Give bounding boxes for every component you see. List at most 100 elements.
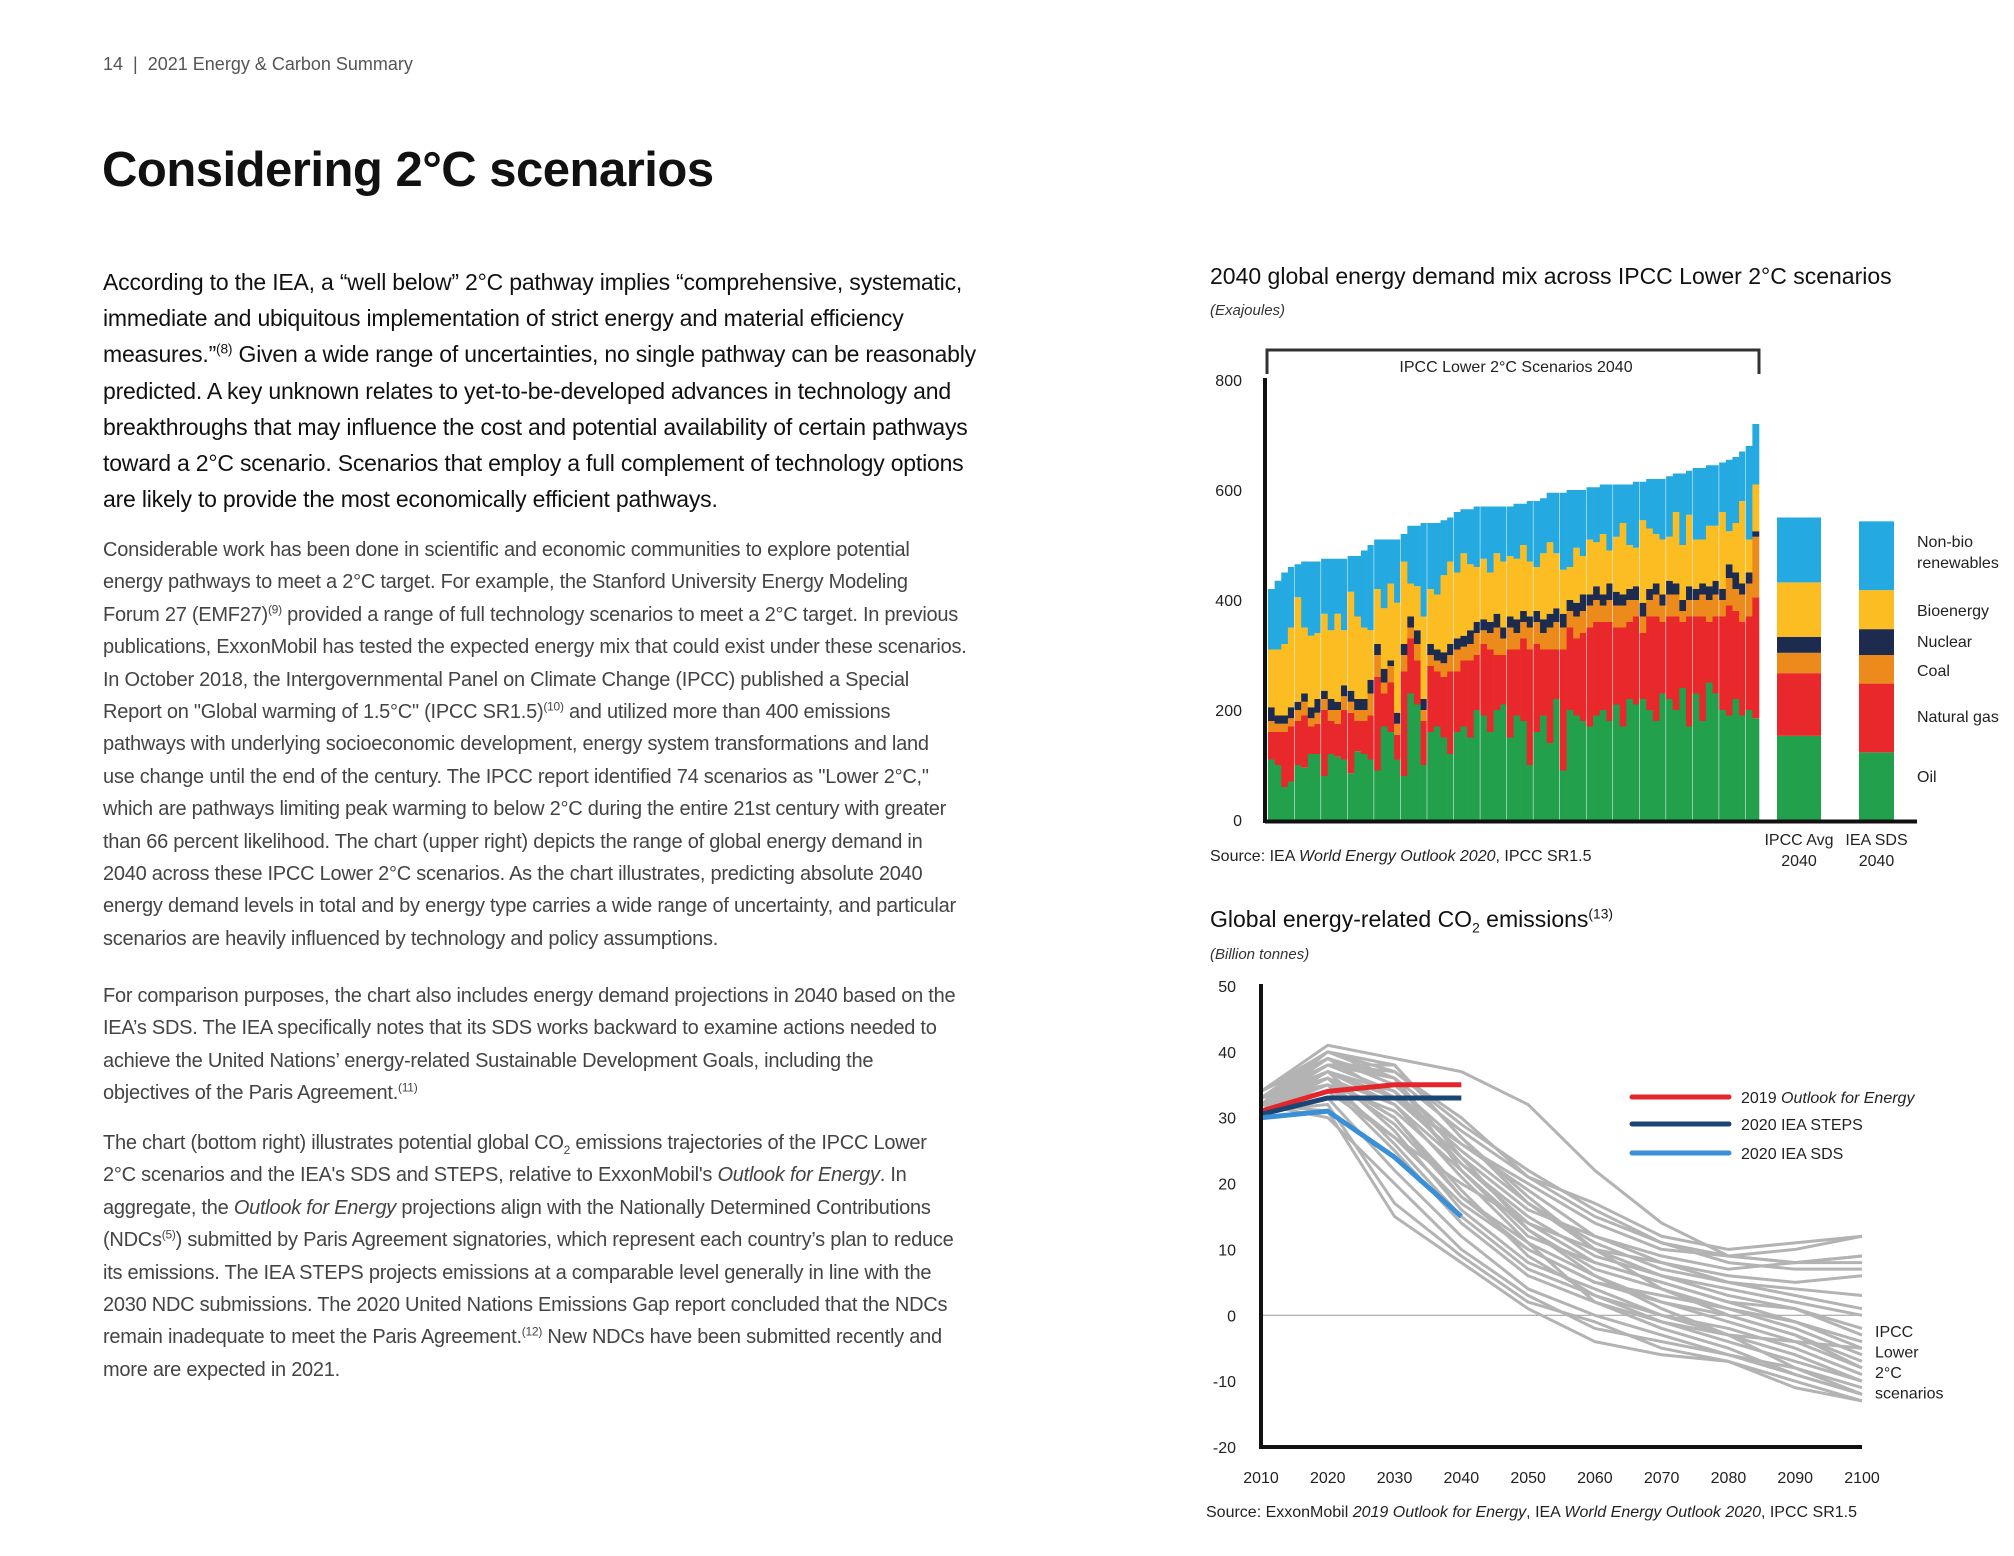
bar-segment-non-bio-renewables [1586, 487, 1594, 540]
bar-segment-nuclear [1739, 583, 1747, 595]
bar-segment-non-bio-renewables [1460, 509, 1468, 554]
bar-segment-natural-gas [1513, 649, 1521, 716]
paragraph-line: use change until the end of the century.… [103, 761, 967, 793]
bar-segment-coal [1659, 605, 1667, 622]
text-run: Source: IEA [1210, 848, 1299, 865]
bar-segment-non-bio-renewables [1440, 520, 1448, 576]
bar-segment-coal [1400, 655, 1408, 672]
y-tick-label: 200 [1215, 703, 1242, 720]
bar-segment-nuclear [1652, 583, 1660, 595]
bar-segment-bioenergy [1652, 534, 1660, 584]
bar-segment-bioenergy [1374, 589, 1382, 644]
text-run: energy demand levels in total and by ene… [103, 895, 956, 918]
bar-segment-coal [1719, 600, 1727, 617]
bar-segment-natural-gas [1460, 660, 1468, 727]
bar-segment-coal [1579, 611, 1587, 633]
text-run: (NDCs [103, 1229, 162, 1252]
scenario-bar [1739, 451, 1747, 820]
paragraph-line: Report on "Global warming of 1.5°C" (IPC… [103, 696, 967, 728]
bar-segment-oil [1440, 737, 1448, 820]
bar-segment-natural-gas [1573, 638, 1581, 716]
body-paragraph: The chart (bottom right) illustrates pot… [103, 1127, 954, 1386]
bracket-label: IPCC Lower 2°C Scenarios 2040 [1399, 359, 1632, 376]
bar-segment-bioenergy [1520, 545, 1528, 611]
bar-segment-nuclear [1692, 589, 1700, 600]
bar-segment-oil [1354, 751, 1362, 820]
bar-segment [1777, 517, 1821, 583]
scenario-bar [1533, 501, 1541, 820]
bar-segment-bioenergy [1314, 633, 1322, 699]
bar-segment-nuclear [1460, 635, 1468, 647]
bar-segment-nuclear [1340, 685, 1348, 697]
bar-segment-coal [1360, 710, 1368, 721]
bar-segment-coal [1387, 666, 1395, 683]
bar-segment-oil [1301, 767, 1309, 820]
scenario-bar [1752, 424, 1760, 820]
bar-segment-coal [1394, 723, 1402, 735]
bar-segment-nuclear [1420, 699, 1428, 710]
bar-segment-non-bio-renewables [1606, 484, 1614, 551]
bar-segment-natural-gas [1473, 655, 1481, 710]
text-run: aggregate, the [103, 1196, 234, 1219]
bar-segment-coal [1639, 616, 1647, 633]
bar-segment-natural-gas [1752, 597, 1760, 719]
bar-segment-nuclear [1632, 586, 1640, 600]
bar-segment-natural-gas [1387, 682, 1395, 732]
bar-segment-non-bio-renewables [1559, 492, 1567, 570]
bar-segment-oil [1566, 710, 1574, 820]
x-tick-label: 2040 [1444, 1470, 1480, 1487]
scenario-bar [1540, 498, 1547, 820]
bar-segment-nuclear [1553, 608, 1561, 622]
bar-segment-oil [1652, 721, 1660, 820]
bar-segment-oil [1347, 773, 1355, 820]
bar-segment-oil [1646, 710, 1654, 820]
emissions-chart-title: Global energy-related CO2 emissions(13) [1210, 906, 1613, 935]
bar-segment-coal [1407, 627, 1415, 639]
text-run: Global energy-related CO [1210, 906, 1473, 932]
text-run: . In [879, 1164, 907, 1187]
scenario-bar [1281, 572, 1289, 820]
scenario-bracket [1265, 348, 1761, 374]
bar-segment [1859, 752, 1894, 820]
text-run: Outlook for Energy [1781, 1090, 1915, 1107]
bar-segment-oil [1586, 726, 1594, 820]
bar-segment-oil [1686, 726, 1693, 820]
bar-segment-coal [1294, 710, 1302, 721]
bar-segment-coal [1460, 646, 1468, 661]
bar-segment-nuclear [1573, 602, 1581, 617]
scenario-bar [1268, 589, 1275, 820]
bar-segment-coal [1500, 638, 1508, 655]
bar-segment-bioenergy [1686, 514, 1693, 587]
bar-segment-non-bio-renewables [1692, 468, 1700, 540]
scenario-bar [1400, 534, 1408, 820]
paragraph-line: are likely to provide the most economica… [103, 481, 976, 517]
bar-segment-bioenergy [1500, 561, 1508, 628]
bar-segment-coal [1347, 701, 1355, 713]
bar-segment-nuclear [1533, 611, 1541, 622]
bar-segment-non-bio-renewables [1672, 473, 1680, 512]
legend-label: 2020 IEA SDS [1741, 1146, 1843, 1163]
bar-segment-bioenergy [1533, 567, 1541, 611]
bar-segment-natural-gas [1646, 616, 1654, 710]
scenario-bar [1599, 484, 1607, 820]
text-run: 2020 IEA STEPS [1741, 1117, 1863, 1134]
bar-segment-oil [1294, 765, 1302, 820]
bar-segment-nuclear [1467, 630, 1474, 644]
bar-segment-oil [1626, 699, 1634, 820]
paragraph-line: scenarios are heavily influenced by tech… [103, 923, 967, 955]
scenario-bar [1486, 506, 1494, 820]
bar-segment-non-bio-renewables [1354, 556, 1362, 617]
legend-label: 2019 Outlook for Energy [1741, 1090, 1915, 1107]
bar-segment-bioenergy [1347, 591, 1355, 691]
bar-segment-natural-gas [1566, 627, 1574, 710]
y-tick-label: 600 [1215, 483, 1242, 500]
bar-segment-coal [1274, 723, 1282, 732]
bar-segment-nuclear [1400, 644, 1408, 655]
bar-segment-oil [1526, 765, 1534, 820]
y-tick-label: -10 [1213, 1374, 1236, 1391]
bar-segment-nuclear [1599, 594, 1607, 606]
scenario-bar [1659, 479, 1667, 820]
bar-segment-bioenergy [1606, 550, 1614, 584]
bar-segment-nuclear [1619, 594, 1627, 606]
scenario-bar [1387, 539, 1395, 820]
